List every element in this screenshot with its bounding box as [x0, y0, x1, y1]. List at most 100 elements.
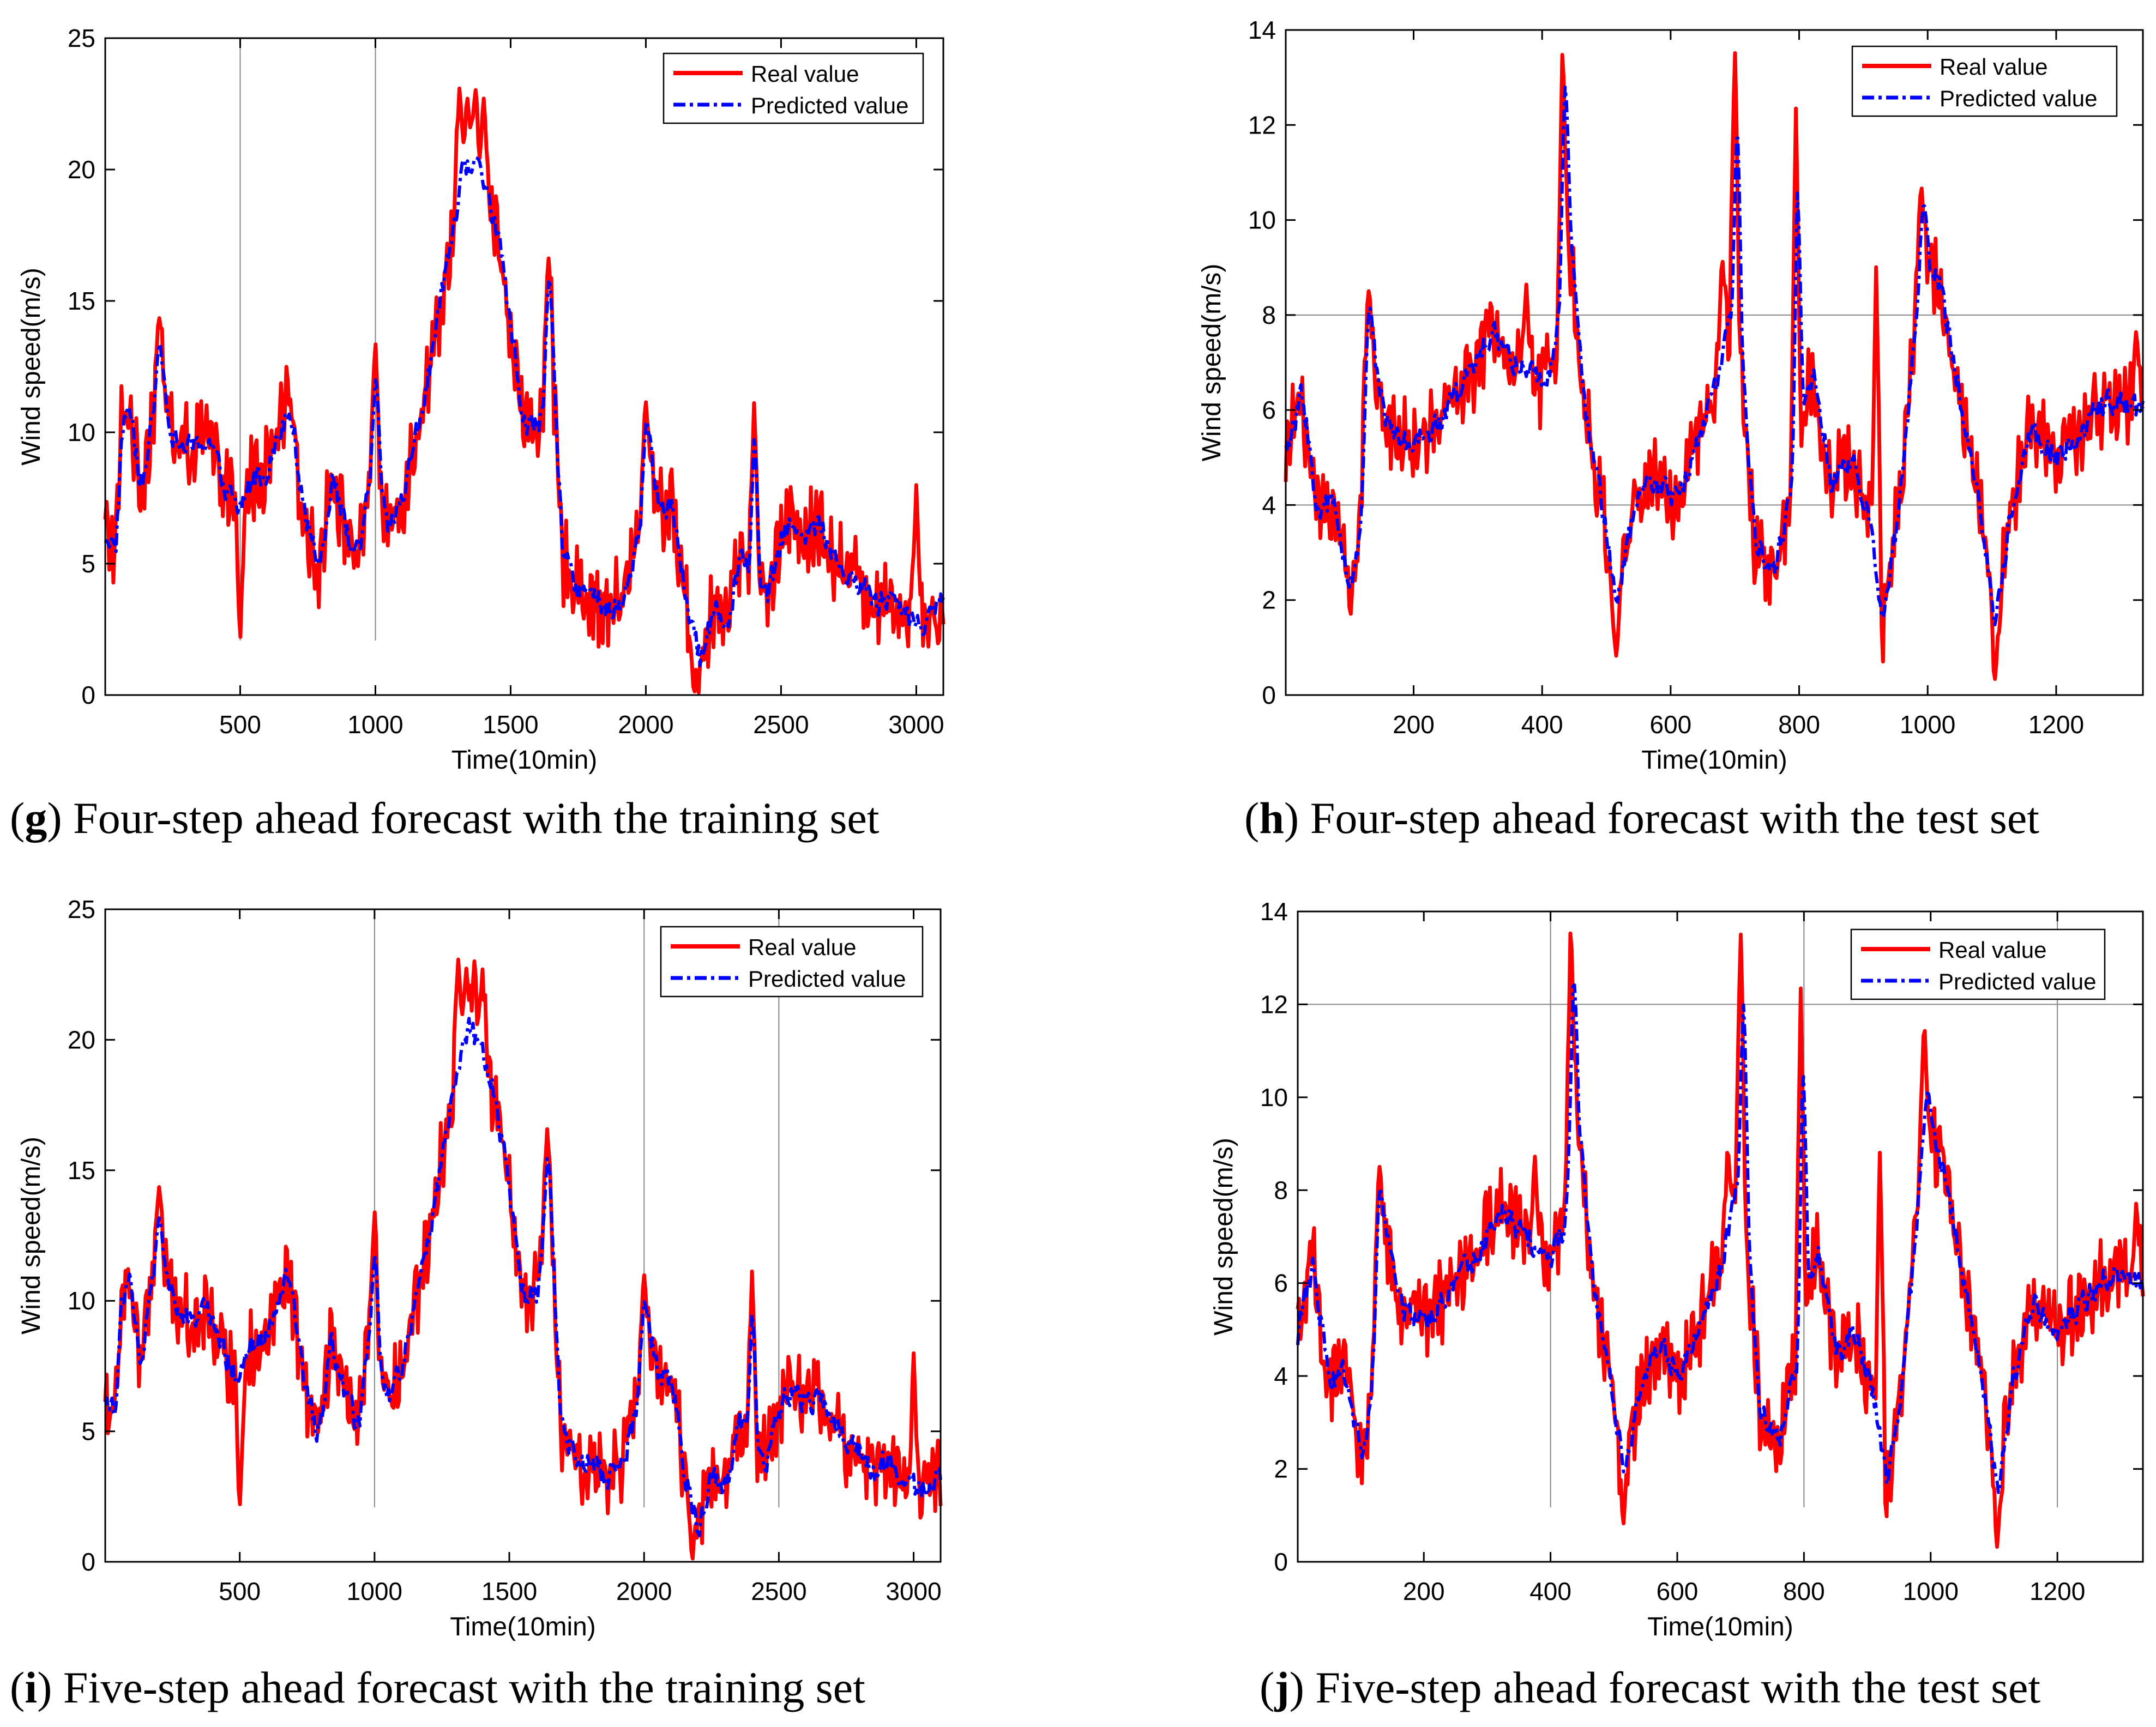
y-tick-label: 0	[81, 681, 95, 709]
predicted-value-line	[1284, 85, 2145, 626]
y-tick-label: 4	[1262, 491, 1276, 519]
predicted-value-line	[104, 156, 945, 668]
legend-entry-real-h: Real value	[1940, 54, 2047, 80]
panel-h: 200 400 600 800 1000 1200 0 2 4 6 8 10 12 14 Time(10…	[1197, 16, 2145, 775]
legend-entry-real-i: Real value	[748, 934, 856, 960]
y-axis-ticks-i: 0 5 10 15 20 25	[68, 895, 941, 1576]
x-tick-label: 1500	[483, 710, 538, 739]
plot-frame-g	[104, 37, 944, 696]
plot-frame-j	[1297, 910, 2144, 1563]
x-tick-label: 2500	[753, 710, 809, 739]
x-tick-label: 2000	[616, 1577, 672, 1605]
y-tick-label: 5	[81, 1417, 95, 1446]
legend-box-j	[1850, 928, 2106, 1000]
x-tick-label: 200	[1403, 1577, 1445, 1605]
predicted-series-j	[1296, 983, 2145, 1494]
x-tick-label: 400	[1521, 710, 1563, 739]
plot-frame-h	[1285, 29, 2144, 696]
y-tick-label: 12	[1260, 990, 1288, 1018]
y-tick-label: 5	[81, 550, 95, 578]
y-axis-label-j: Wind speed(m/s)	[1209, 1138, 1238, 1336]
y-tick-label: 12	[1248, 111, 1276, 139]
predicted-series-h	[1284, 85, 2145, 626]
y-tick-label: 10	[1248, 206, 1276, 234]
legend-box-i	[660, 926, 924, 998]
legend-entry-predicted-i: Predicted value	[748, 966, 906, 992]
y-tick-label: 15	[68, 1156, 95, 1185]
real-series-g	[103, 86, 945, 695]
y-tick-label: 8	[1262, 301, 1276, 329]
real-series-i	[103, 957, 943, 1561]
panel-j: 200 400 600 800 1000 1200 0 2 4 6 8 10 12 14 Time(10…	[1209, 897, 2145, 1641]
y-tick-label: 14	[1260, 897, 1288, 926]
caption-text-g: ) Four-step ahead forecast with the trai…	[47, 793, 880, 843]
y-tick-label: 8	[1274, 1176, 1288, 1204]
y-tick-label: 15	[68, 287, 95, 315]
x-tick-label: 800	[1783, 1577, 1825, 1605]
x-axis-ticks-g: 500 1000 1500 2000 2500 3000	[219, 38, 944, 739]
y-tick-label: 0	[81, 1548, 95, 1576]
y-tick-label: 25	[68, 24, 95, 52]
x-axis-label-j: Time(10min)	[1647, 1613, 1793, 1641]
y-tick-label: 2	[1262, 586, 1276, 614]
legend-g: Real value Predicted value	[663, 52, 924, 124]
caption-letter-i: i	[25, 1663, 38, 1712]
x-tick-label: 1500	[481, 1577, 537, 1605]
y-tick-label: 4	[1274, 1362, 1288, 1390]
y-tick-label: 10	[1260, 1083, 1288, 1112]
caption-text-h: ) Four-step ahead forecast with the test…	[1284, 793, 2039, 843]
legend-entry-predicted-g: Predicted value	[751, 93, 909, 118]
panel-i: 500 1000 1500 2000 2500 3000 0 5 10 15 20 25 Time(…	[17, 895, 943, 1641]
predicted-value-line	[104, 1017, 942, 1537]
predicted-value-line	[1296, 983, 2145, 1494]
x-tick-label: 3000	[886, 1577, 941, 1605]
caption-j: (j) Five-step ahead forecast with the te…	[1260, 1663, 2041, 1712]
legend-entry-predicted-h: Predicted value	[1940, 86, 2098, 111]
caption-letter-j: j	[1274, 1663, 1290, 1712]
x-axis-ticks-h: 200 400 600 800 1000 1200	[1393, 30, 2084, 739]
caption-text-j: ) Five-step ahead forecast with the test…	[1289, 1663, 2041, 1712]
y-axis-label-h: Wind speed(m/s)	[1197, 264, 1226, 462]
x-tick-label: 500	[219, 1577, 261, 1605]
plot-frame-i	[104, 908, 942, 1563]
x-tick-label: 2500	[751, 1577, 806, 1605]
x-tick-label: 600	[1657, 1577, 1699, 1605]
y-tick-label: 10	[68, 418, 95, 446]
y-tick-label: 20	[68, 155, 95, 184]
y-tick-label: 0	[1274, 1548, 1288, 1576]
legend-box-h	[1851, 45, 2118, 117]
legend-entry-real-j: Real value	[1938, 937, 2046, 963]
grid-lines-j	[1298, 911, 2143, 1507]
y-tick-label: 10	[68, 1287, 95, 1315]
x-tick-label: 800	[1778, 710, 1820, 739]
legend-box-g	[663, 52, 924, 124]
legend-entry-real-g: Real value	[751, 61, 859, 87]
x-tick-label: 1000	[347, 1577, 402, 1605]
grid-lines-g	[239, 38, 376, 641]
caption-h: (h) Four-step ahead forecast with the te…	[1244, 793, 2039, 843]
caption-g: (g) Four-step ahead forecast with the tr…	[10, 793, 880, 843]
predicted-series-i	[104, 1017, 942, 1537]
x-tick-label: 400	[1529, 1577, 1571, 1605]
real-value-line	[103, 86, 945, 695]
legend-h: Real value Predicted value	[1851, 45, 2118, 117]
y-tick-label: 0	[1262, 681, 1276, 709]
x-tick-label: 600	[1649, 710, 1691, 739]
y-tick-label: 6	[1262, 396, 1276, 424]
x-tick-label: 1000	[1900, 710, 1955, 739]
legend-j: Real value Predicted value	[1850, 928, 2106, 1000]
y-axis-label-g: Wind speed(m/s)	[17, 268, 46, 466]
legend-entry-predicted-j: Predicted value	[1938, 969, 2097, 994]
y-tick-label: 14	[1248, 16, 1276, 44]
x-axis-label-g: Time(10min)	[451, 746, 598, 775]
grid-lines-h	[1286, 314, 2143, 506]
y-axis-ticks-h: 0 2 4 6 8 10 12 14	[1248, 16, 2143, 709]
y-tick-label: 2	[1274, 1455, 1288, 1483]
x-tick-label: 1200	[2028, 710, 2084, 739]
legend-i: Real value Predicted value	[660, 926, 924, 998]
x-tick-label: 500	[219, 710, 261, 739]
y-tick-label: 6	[1274, 1269, 1288, 1297]
x-tick-label: 3000	[888, 710, 944, 739]
